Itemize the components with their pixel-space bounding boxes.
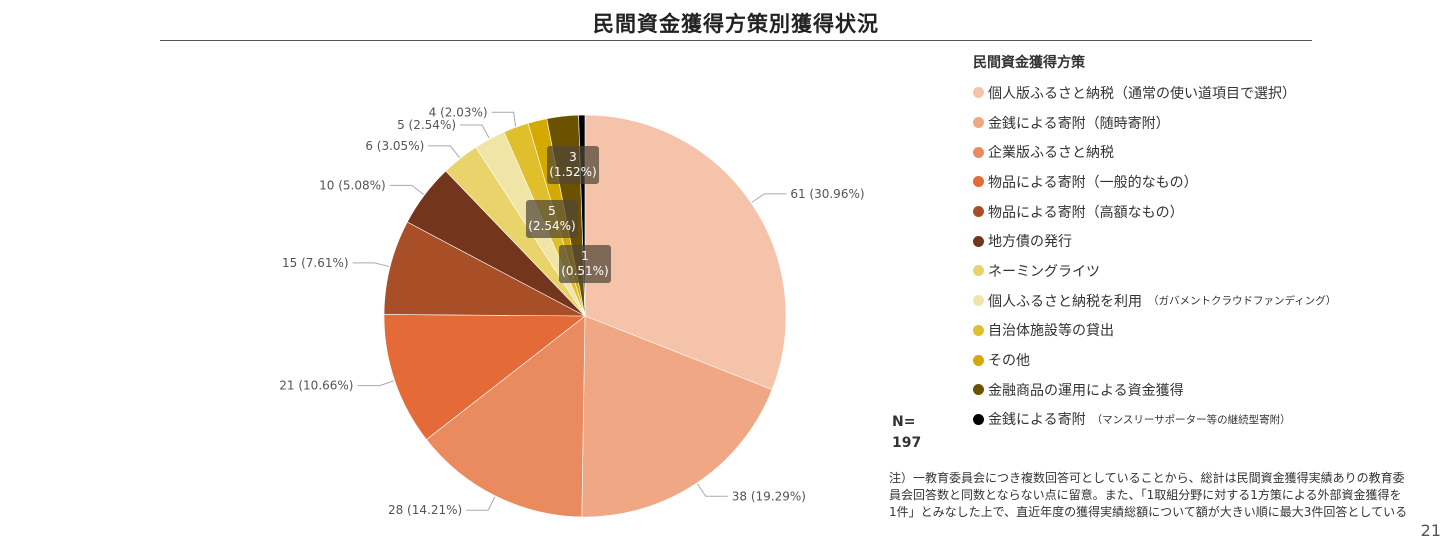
slice-label-box [526,200,578,238]
slice-label: 3 [569,150,577,164]
legend-label: ネーミングライツ [988,263,1100,280]
legend-item: その他 [973,345,1336,375]
legend-item: ネーミングライツ [973,256,1336,286]
leader-line [751,193,787,203]
pie-chart: 61 (30.96%) 38 (19.29%) 28 (14.21%) 21 (10.… [279,105,865,518]
legend-label: 金銭による寄附 [988,412,1086,429]
footnote: 注）一教育委員会につき複数回答可としていることから、総計は民間資金獲得実績ありの… [889,471,1408,519]
legend-item: 物品による寄附（高額なもの） [973,197,1336,227]
legend-label: 企業版ふるさと納税 [988,145,1114,162]
slice-label: 4 (2.03%) [429,105,488,119]
title-divider [160,40,1312,41]
legend-label: 個人ふるさと納税を利用 [988,293,1142,310]
legend-label: 物品による寄附（高額なもの） [988,204,1184,221]
pie-slice [383,221,586,317]
leader-line [389,184,424,195]
legend-item: 個人版ふるさと納税（通常の使い道項目で選択） [973,78,1336,108]
legend-label: 物品による寄附（一般的なもの） [988,174,1198,191]
legend-label: その他 [988,353,1030,370]
legend-item: 自治体施設等の貸出 [973,316,1336,346]
legend-item: 地方債の発行 [973,226,1336,256]
legend-swatch [973,354,984,366]
leader-line [491,111,517,127]
legend-label: 自治体施設等の貸出 [988,323,1114,340]
n-value: 197 [892,435,922,451]
legend-note: （ガバメントクラウドファンディング） [1148,295,1337,308]
legend-item: 企業版ふるさと納税 [973,137,1336,167]
legend-label: 金融商品の運用による資金獲得 [988,382,1184,399]
slice-label: 1 [581,249,589,263]
slice-label: 6 (3.05%) [365,139,424,153]
legend-swatch [973,413,984,425]
slice-label: 5 (2.54%) [397,118,456,132]
slice-label: (2.54%) [528,219,575,233]
slice-label: 5 [548,204,556,218]
legend-note: （マンスリーサポーター等の継続型寄附） [1091,413,1291,426]
pie-slice [581,315,773,518]
legend-item: 金融商品の運用による資金獲得 [973,375,1336,405]
legend-swatch [973,87,984,99]
legend-item: 金銭による寄附（随時寄附） [973,108,1336,138]
legend-swatch [973,295,984,307]
legend-label: 個人版ふるさと納税（通常の使い道項目で選択） [988,85,1296,102]
n-count: N= 197 [892,412,921,454]
legend-swatch [973,384,984,396]
slice-label: 15 (7.61%) [282,256,349,270]
pie-slice [426,315,586,518]
legend-swatch [973,176,984,188]
leader-line [460,124,490,139]
legend-swatch [973,265,984,277]
leader-line [696,483,728,497]
slice-label: 38 (19.29%) [732,489,806,503]
slice-label-box [547,146,599,184]
leader-line [357,380,394,387]
legend-title: 民間資金獲得方策 [973,55,1085,71]
leader-line [428,145,460,158]
legend-swatch [973,206,984,218]
legend-item: 物品による寄附（一般的なもの） [973,167,1336,197]
leader-line [352,262,390,268]
slice-label: 61 (30.96%) [790,187,864,201]
slice-label: (1.52%) [549,165,596,179]
slice-label: 21 (10.66%) [279,379,353,393]
legend-swatch [973,146,984,158]
slice-label: (0.51%) [561,264,608,278]
legend-label: 地方債の発行 [988,234,1072,251]
slice-label: 10 (5.08%) [319,178,386,192]
legend-swatch [973,324,984,336]
legend-swatch [973,235,984,247]
pie-slice [584,114,787,390]
legend-item: 個人ふるさと納税を利用 （ガバメントクラウドファンディング） [973,286,1336,316]
legend-item: 金銭による寄附 （マンスリーサポーター等の継続型寄附） [973,405,1336,435]
legend-label: 金銭による寄附（随時寄附） [988,115,1170,132]
legend-swatch [973,117,984,129]
pie-slice [383,314,586,440]
slice-label: 28 (14.21%) [388,503,462,517]
slice-label-box [559,245,611,283]
page-number: 21 [1420,521,1441,540]
legend: 民間資金獲得方策 個人版ふるさと納税（通常の使い道項目で選択） 金銭による寄附（随… [973,52,1336,434]
n-label: N= [892,414,916,430]
leader-line [466,496,496,511]
chart-title: 民間資金獲得方策別獲得状況 [593,12,879,36]
